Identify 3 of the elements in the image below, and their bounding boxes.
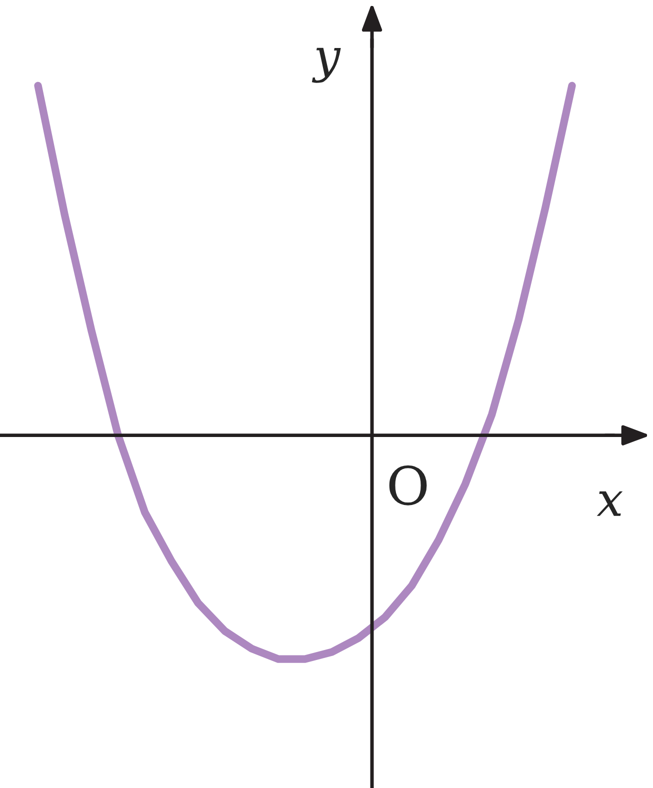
annotation: O: [389, 465, 427, 506]
x-axis-title: x: [596, 491, 623, 516]
y-axis-title: y: [312, 48, 341, 83]
